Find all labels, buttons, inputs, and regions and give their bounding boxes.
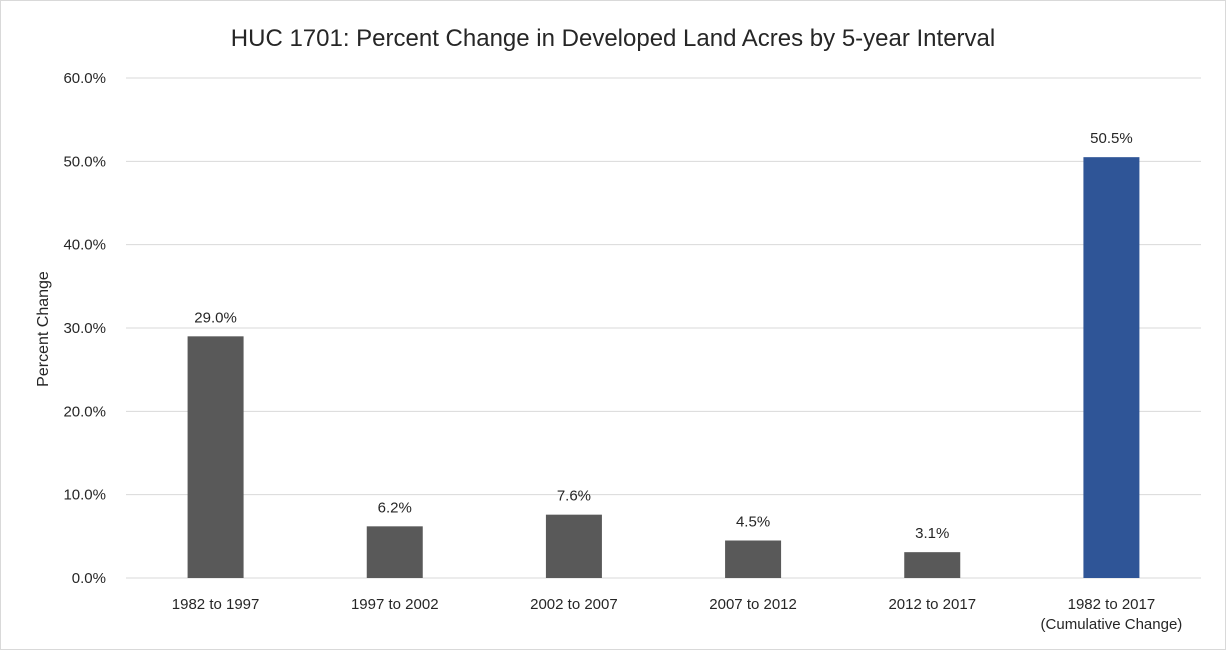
y-axis-ticks: 0.0% 10.0% 20.0% 30.0% 40.0% 50.0% 60.0% xyxy=(63,70,106,587)
y-tick-label: 30.0% xyxy=(63,320,106,337)
bar xyxy=(725,540,782,578)
x-tick-label: 2002 to 2007 xyxy=(530,596,618,613)
x-axis-categories: 1982 to 1997 1997 to 2002 2002 to 2007 2007… xyxy=(172,596,1182,633)
x-tick-label-line: 2002 to 2007 xyxy=(530,596,618,613)
bar xyxy=(366,526,423,578)
y-tick-label: 50.0% xyxy=(63,153,106,170)
y-tick-label: 20.0% xyxy=(63,403,106,420)
y-tick-label: 60.0% xyxy=(63,70,106,87)
x-tick-label-line: 2012 to 2017 xyxy=(888,596,976,613)
bar xyxy=(1083,157,1140,578)
x-tick-label-line: 1997 to 2002 xyxy=(351,596,439,613)
data-labels: 29.0% 6.2% 7.6% 4.5% 3.1% 50.5% xyxy=(194,130,1132,542)
data-label: 50.5% xyxy=(1090,130,1133,147)
bar xyxy=(545,514,602,578)
y-tick-label: 10.0% xyxy=(63,487,106,504)
y-tick-label: 40.0% xyxy=(63,237,106,254)
x-tick-label: 1982 to 1997 xyxy=(172,596,260,613)
x-tick-label-line: 1982 to 2017 xyxy=(1068,596,1156,613)
bar xyxy=(187,336,244,578)
chart-title: HUC 1701: Percent Change in Developed La… xyxy=(231,25,995,52)
x-tick-label: 1982 to 2017 (Cumulative Change) xyxy=(1041,596,1183,633)
x-tick-label-line: (Cumulative Change) xyxy=(1041,616,1183,633)
data-label: 6.2% xyxy=(378,499,412,516)
bar xyxy=(904,552,961,578)
data-label: 7.6% xyxy=(557,488,591,505)
y-tick-label: 0.0% xyxy=(72,570,106,587)
y-axis-title: Percent Change xyxy=(35,271,52,387)
x-tick-label: 2007 to 2012 xyxy=(709,596,797,613)
x-tick-label-line: 2007 to 2012 xyxy=(709,596,797,613)
data-label: 4.5% xyxy=(736,514,770,531)
bars xyxy=(187,157,1140,578)
data-label: 3.1% xyxy=(915,525,949,542)
x-tick-label-line: 1982 to 1997 xyxy=(172,596,260,613)
x-tick-label: 2012 to 2017 xyxy=(888,596,976,613)
data-label: 29.0% xyxy=(194,309,237,326)
x-tick-label: 1997 to 2002 xyxy=(351,596,439,613)
gridlines xyxy=(126,77,1201,579)
